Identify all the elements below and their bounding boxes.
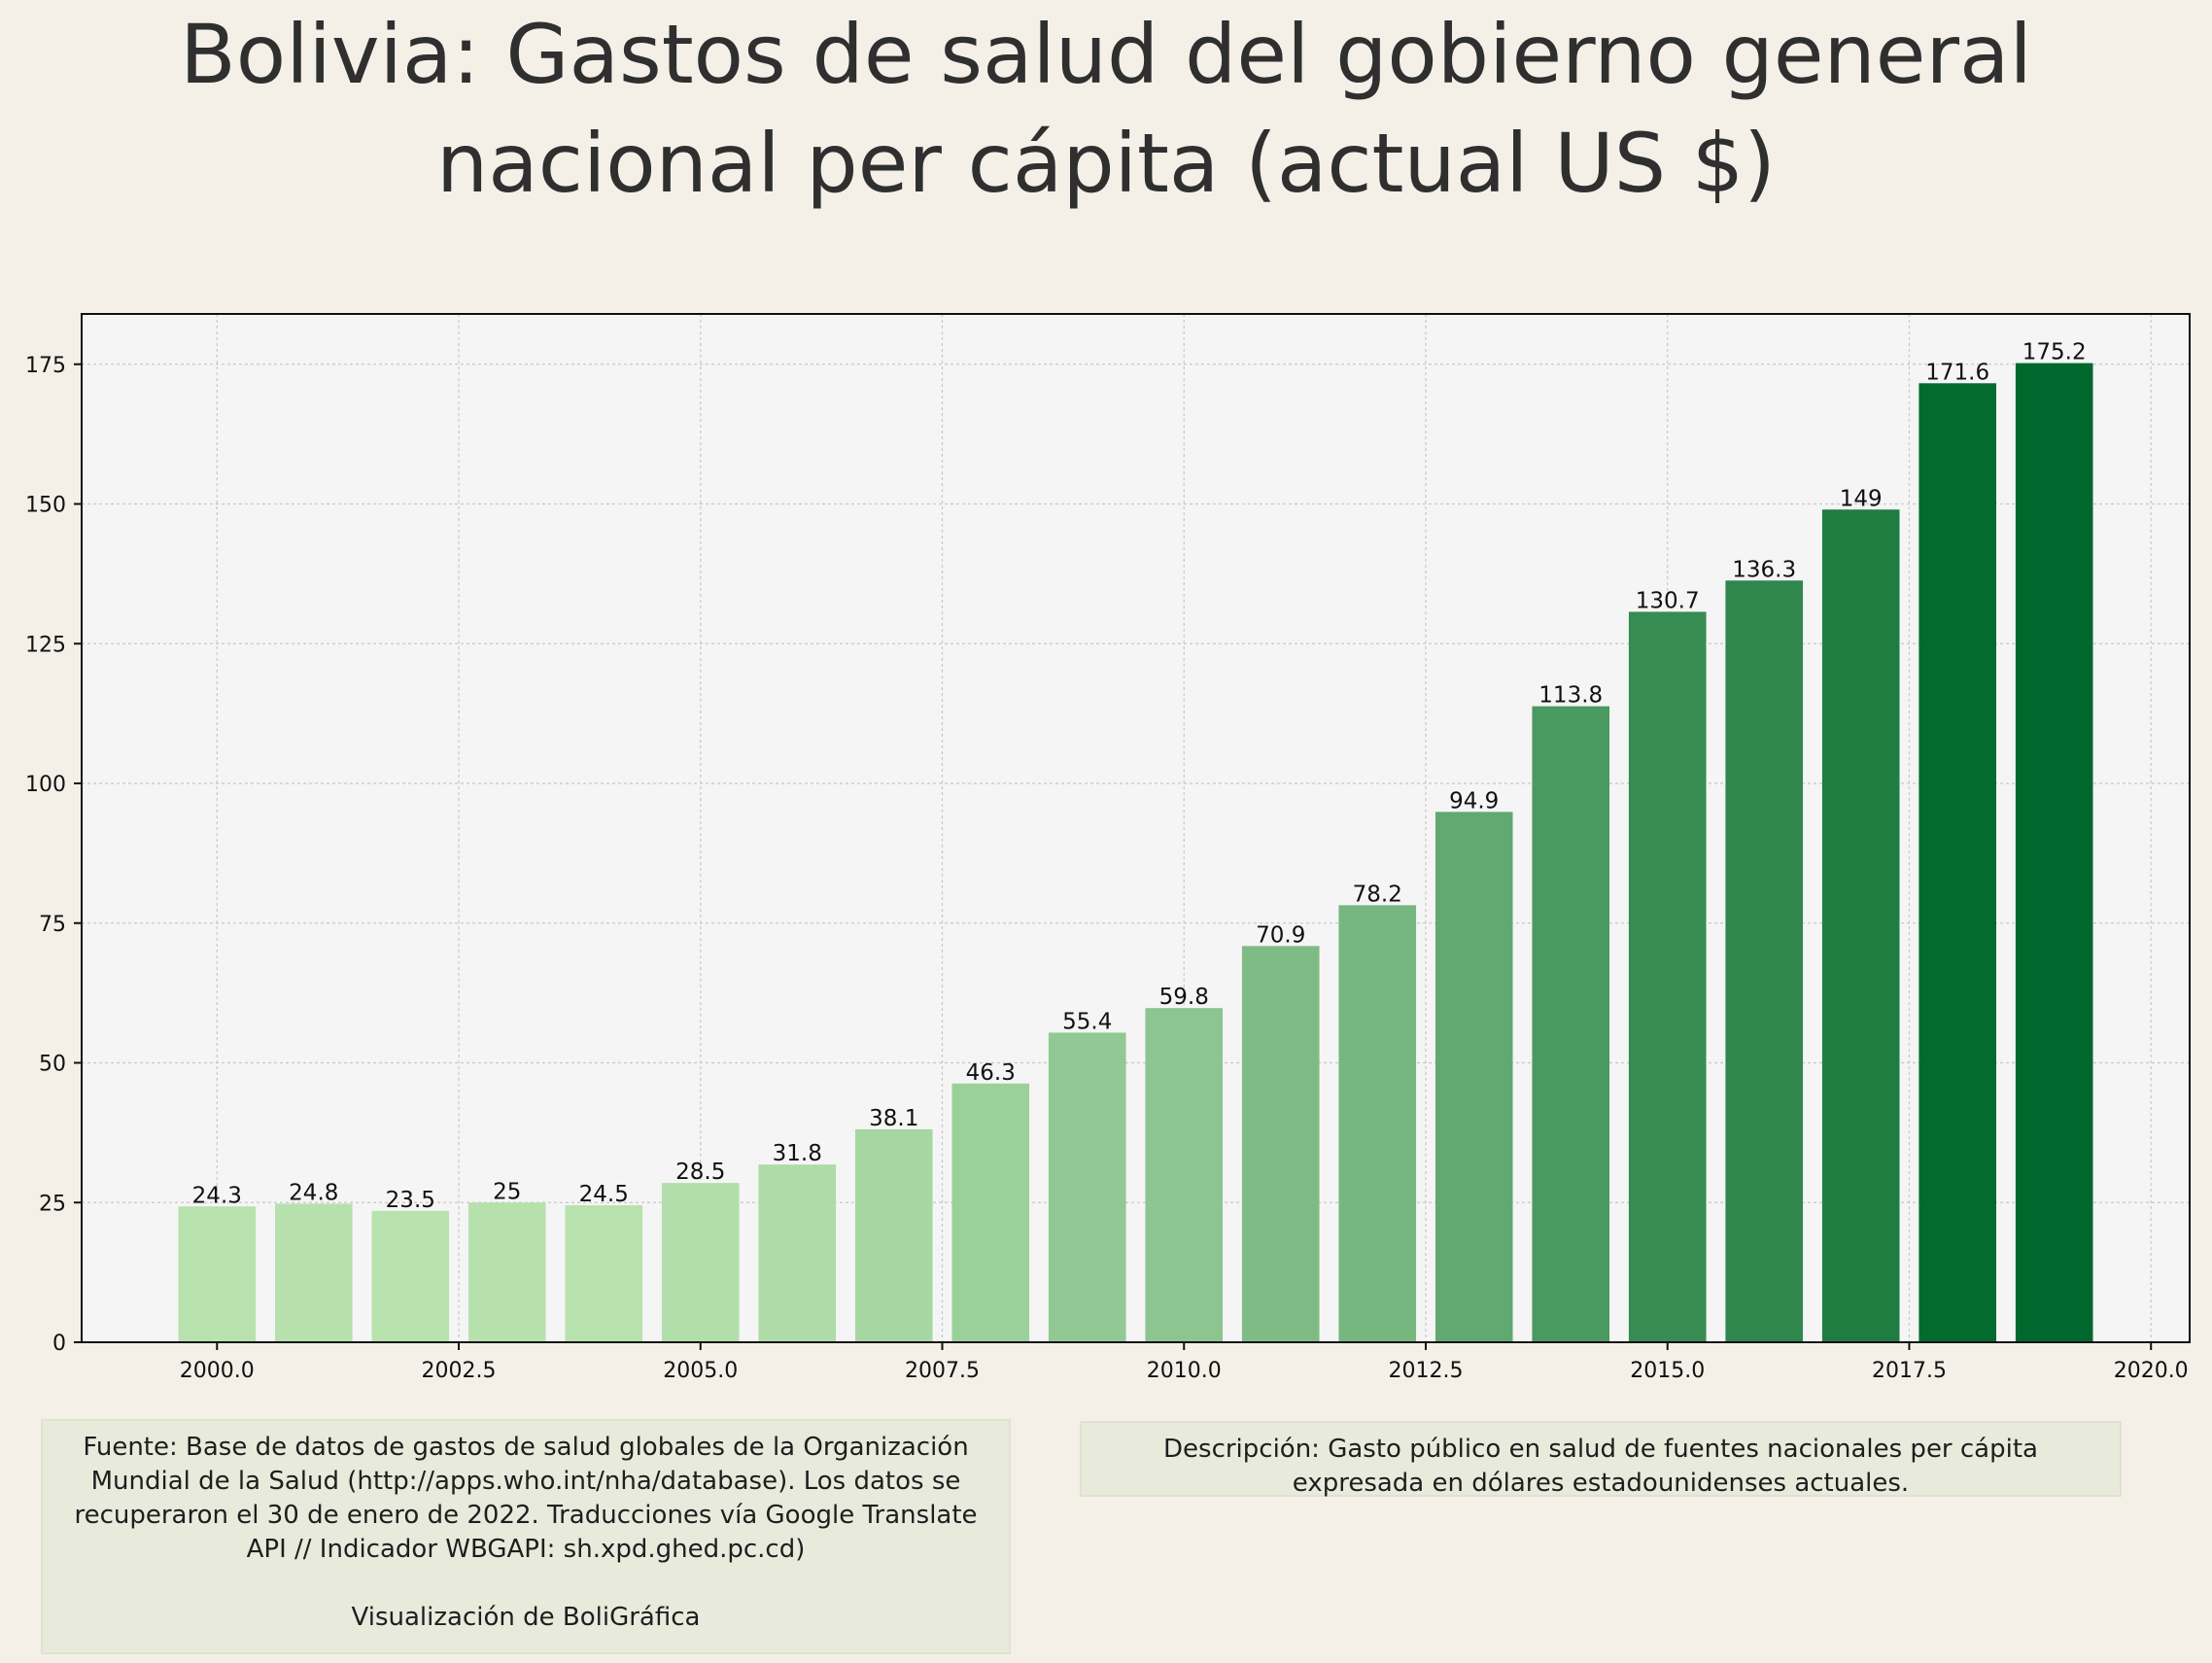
- data-label-2008: 46.3: [966, 1060, 1016, 1086]
- data-label-2015: 130.7: [1636, 588, 1700, 613]
- x-tick-label: 2000.0: [180, 1359, 255, 1383]
- bar-2006: [758, 1164, 837, 1342]
- source-note: Fuente: Base de datos de gastos de salud…: [41, 1419, 1011, 1654]
- x-tick-label: 2002.5: [422, 1359, 497, 1383]
- bar-2014: [1532, 706, 1610, 1342]
- chart-title-line-2: nacional per cápita (actual US $): [436, 116, 1776, 211]
- x-tick-label: 2020.0: [2114, 1359, 2189, 1383]
- bar-chart: 24.3 24.8 23.5 25 24.5 28.5 31.8 38.1 46.3 55.4 59…: [25, 313, 2191, 1383]
- y-tick-label: 50: [39, 1053, 66, 1077]
- data-label-2006: 31.8: [773, 1141, 822, 1166]
- chart-title-line-1: Bolivia: Gastos de salud del gobierno ge…: [180, 7, 2032, 102]
- x-tick-label: 2010.0: [1147, 1359, 1222, 1383]
- source-text: Fuente: Base de datos de gastos de salud…: [74, 1433, 978, 1564]
- bar-2008: [951, 1083, 1030, 1342]
- data-label-2005: 28.5: [675, 1160, 725, 1185]
- data-label-2014: 113.8: [1538, 683, 1603, 709]
- y-tick-label: 150: [25, 494, 66, 518]
- bar-2004: [565, 1205, 643, 1342]
- chart-title: Bolivia: Gastos de salud del gobierno ge…: [0, 0, 2212, 218]
- data-label-2002: 23.5: [386, 1188, 435, 1213]
- bar-2011: [1241, 946, 1320, 1342]
- data-label-2000: 24.3: [192, 1183, 242, 1208]
- y-tick-label: 175: [25, 354, 66, 378]
- description-note: Descripción: Gasto público en salud de f…: [1080, 1421, 2122, 1498]
- data-label-2012: 78.2: [1353, 882, 1402, 907]
- data-label-2011: 70.9: [1256, 922, 1305, 948]
- data-label-2018: 171.6: [1925, 360, 1989, 385]
- bar-2009: [1048, 1032, 1126, 1342]
- bar-2001: [274, 1203, 353, 1342]
- data-label-2017: 149: [1840, 486, 1883, 511]
- bar-2002: [371, 1210, 450, 1342]
- bar-2003: [467, 1202, 546, 1342]
- bar-2016: [1725, 580, 1804, 1342]
- data-label-2019: 175.2: [2022, 340, 2087, 365]
- bar-2007: [854, 1128, 933, 1342]
- x-tick-label: 2015.0: [1630, 1359, 1705, 1383]
- data-label-2001: 24.8: [289, 1180, 338, 1205]
- y-tick-label: 75: [39, 913, 66, 937]
- bar-2015: [1628, 611, 1707, 1342]
- bar-2019: [2015, 363, 2093, 1343]
- data-label-2004: 24.5: [579, 1182, 629, 1207]
- bar-2005: [661, 1183, 740, 1342]
- data-label-2013: 94.9: [1449, 788, 1499, 814]
- bar-2000: [178, 1206, 257, 1342]
- bar-2018: [1918, 383, 1997, 1342]
- y-tick-label: 0: [52, 1332, 66, 1356]
- y-tick-label: 100: [25, 773, 66, 797]
- bar-2013: [1434, 812, 1513, 1342]
- data-label-2016: 136.3: [1732, 557, 1796, 582]
- data-label-2007: 38.1: [869, 1106, 918, 1131]
- bar-2010: [1145, 1008, 1224, 1342]
- data-label-2009: 55.4: [1062, 1009, 1112, 1034]
- x-tick-label: 2012.5: [1388, 1359, 1463, 1383]
- y-tick-label: 25: [39, 1192, 66, 1216]
- bar-2017: [1821, 509, 1900, 1342]
- x-tick-label: 2007.5: [905, 1359, 980, 1383]
- y-tick-label: 125: [25, 633, 66, 657]
- bar-2012: [1338, 905, 1417, 1342]
- x-tick-label: 2017.5: [1872, 1359, 1947, 1383]
- credit-text: Visualización de BoliGráfica: [351, 1603, 701, 1632]
- x-tick-label: 2005.0: [663, 1359, 738, 1383]
- data-label-2003: 25: [493, 1179, 521, 1204]
- data-label-2010: 59.8: [1159, 985, 1209, 1010]
- description-text: Descripción: Gasto público en salud de f…: [1163, 1435, 2038, 1498]
- plot-frame: [81, 313, 2191, 1343]
